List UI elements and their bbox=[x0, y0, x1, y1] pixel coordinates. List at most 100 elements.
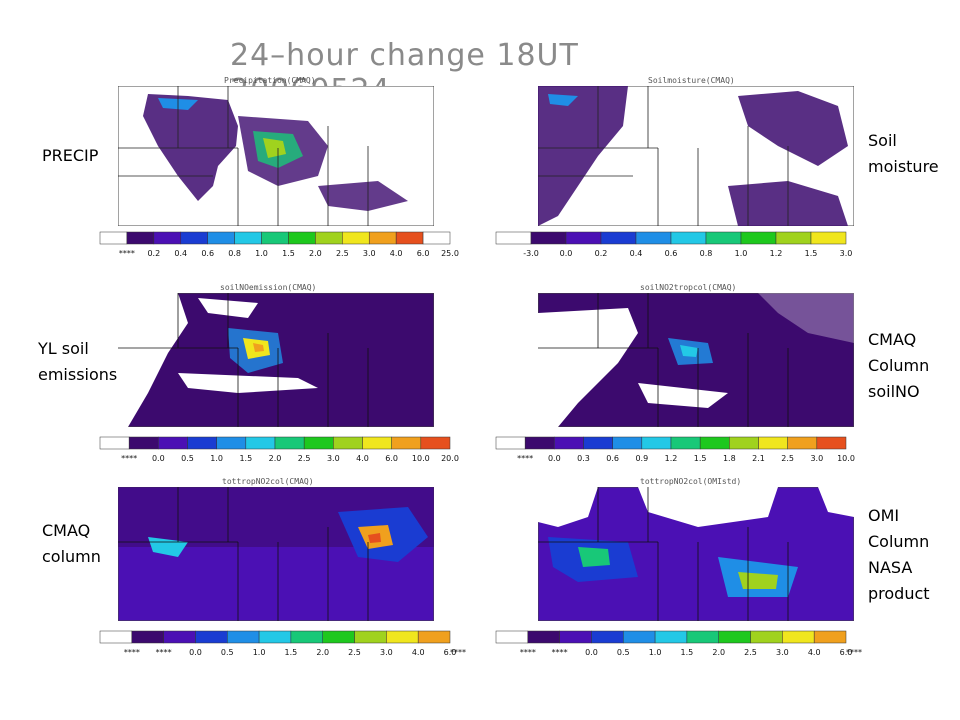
colorbar-segment bbox=[583, 436, 613, 450]
colorbar-tick-label: 4.0 bbox=[412, 648, 425, 657]
colorbar-tick-label: 6.0 bbox=[385, 454, 398, 463]
colorbar-segment bbox=[362, 436, 392, 450]
colorbar-segment bbox=[207, 231, 235, 245]
colorbar-segment bbox=[354, 630, 387, 644]
colorbar-tick-label: 1.5 bbox=[681, 648, 694, 657]
map-soilno-emission bbox=[117, 292, 435, 428]
colorbar-segment bbox=[420, 436, 451, 450]
colorbar-tick-label: 3.0 bbox=[363, 249, 376, 258]
colorbar-segment bbox=[216, 436, 247, 450]
colorbar-tick-label: 1.0 bbox=[253, 648, 266, 657]
colorbar-segment bbox=[641, 436, 672, 450]
colorbar-segment bbox=[686, 630, 719, 644]
colorbar-segment bbox=[495, 630, 529, 644]
colorbar-precip-svg: **** 0.2 0.4 0.6 0.8 1.0 1.5 2.0 2.5 3.0 4.0 6.0 25.… bbox=[99, 231, 459, 258]
colorbar-tick-label: 1.8 bbox=[723, 454, 736, 463]
colorbar-tick-label: 0.8 bbox=[228, 249, 241, 258]
panel-soil-moisture bbox=[537, 85, 855, 230]
colorbar-tick-label: 2.5 bbox=[744, 648, 757, 657]
colorbar-segment bbox=[816, 436, 847, 450]
colorbar-segment bbox=[288, 231, 316, 245]
colorbar-tick-label: 1.2 bbox=[770, 249, 783, 258]
panel-title-soil: Soilmoisture(CMAQ) bbox=[648, 76, 735, 85]
colorbar-tick-label: 2.5 bbox=[298, 454, 311, 463]
colorbar-tick-label: 10.0 bbox=[837, 454, 855, 463]
colorbar-segment bbox=[782, 630, 815, 644]
colorbar-segment bbox=[227, 630, 260, 644]
colorbar-tick-label: 1.5 bbox=[805, 249, 818, 258]
colorbar-tick-label: 20.0 bbox=[441, 454, 459, 463]
colorbar-tick-label: 1.5 bbox=[282, 249, 295, 258]
colorbar-segment bbox=[274, 436, 305, 450]
colorbar-tick-label: 2.5 bbox=[348, 648, 361, 657]
colorbar-tick-label: **** bbox=[846, 648, 862, 657]
label-precip: PRECIP bbox=[42, 146, 99, 165]
colorbar-tick-label: 2.5 bbox=[336, 249, 349, 258]
colorbar-tick-label: 4.0 bbox=[356, 454, 369, 463]
colorbar-segment bbox=[699, 436, 730, 450]
colorbar-tick-label: 2.0 bbox=[712, 648, 725, 657]
colorbar-tick-label: **** bbox=[450, 648, 466, 657]
colorbar-tick-label: 1.2 bbox=[665, 454, 678, 463]
panel-title-soilno: soilNOemission(CMAQ) bbox=[220, 283, 317, 292]
colorbar-segment bbox=[740, 231, 777, 245]
map-precip bbox=[117, 85, 435, 227]
colorbar-tick-label: 3.0 bbox=[810, 454, 823, 463]
label-cmaq-column: CMAQ column bbox=[42, 521, 101, 566]
colorbar-segment bbox=[758, 436, 788, 450]
colorbar-tick-label: -3.0 bbox=[523, 249, 539, 258]
colorbar-segment bbox=[495, 231, 532, 245]
colorbar-tick-label: 1.5 bbox=[694, 454, 707, 463]
colorbar-tick-label: 4.0 bbox=[808, 648, 821, 657]
colorbar-precip: **** 0.2 0.4 0.6 0.8 1.0 1.5 2.0 2.5 3.0 4.0 6.0 25.… bbox=[90, 228, 470, 264]
colorbar-tick-label: **** bbox=[520, 648, 536, 657]
colorbar-tick-label: 10.0 bbox=[412, 454, 430, 463]
colorbar-tick-label: **** bbox=[552, 648, 568, 657]
colorbar-tick-label: **** bbox=[121, 454, 137, 463]
colorbar-tick-label: 0.0 bbox=[152, 454, 165, 463]
colorbar-segment bbox=[559, 630, 592, 644]
panel-omi-column bbox=[537, 486, 855, 625]
colorbar-soilno: **** 0.0 0.5 1.0 1.5 2.0 2.5 3.0 4.0 6.0 10.0 20.0 bbox=[90, 433, 470, 469]
colorbar-tick-label: 6.0 bbox=[840, 648, 853, 657]
colorbar-omi-svg: **** **** 0.0 0.5 1.0 1.5 2.0 2.5 3.0 4.0 6.0**** bbox=[495, 630, 862, 657]
colorbar-segment bbox=[386, 630, 419, 644]
colorbar-tick-label: 1.5 bbox=[239, 454, 252, 463]
colorbar-segment bbox=[813, 630, 847, 644]
colorbar-segment bbox=[153, 231, 182, 245]
colorbar-tick-label: 0.0 bbox=[548, 454, 561, 463]
map-soil-moisture bbox=[537, 85, 855, 227]
map-soilno2-tropcol bbox=[537, 292, 855, 428]
colorbar-segment bbox=[729, 436, 759, 450]
colorbar-segment bbox=[422, 231, 451, 245]
colorbar-segment bbox=[99, 436, 130, 450]
colorbar-tick-label: 1.5 bbox=[285, 648, 298, 657]
colorbar-segment bbox=[495, 436, 526, 450]
colorbar-tick-label: 3.0 bbox=[380, 648, 393, 657]
colorbar-segment bbox=[600, 231, 637, 245]
colorbar-tick-label: 0.8 bbox=[700, 249, 713, 258]
panel-title-soilno2: soilNO2tropcol(CMAQ) bbox=[640, 283, 737, 292]
colorbar-segment bbox=[234, 231, 262, 245]
colorbar-tick-label: 3.0 bbox=[840, 249, 853, 258]
colorbar-segment bbox=[787, 436, 818, 450]
colorbar-segment bbox=[705, 231, 742, 245]
colorbar-tick-label: 0.4 bbox=[630, 249, 643, 258]
colorbar-segment bbox=[527, 630, 560, 644]
colorbar-cmaq-svg: **** **** 0.0 0.5 1.0 1.5 2.0 2.5 3.0 4.0 6.0**** bbox=[99, 630, 466, 657]
colorbar-tick-label: 0.5 bbox=[617, 648, 630, 657]
colorbar-segment bbox=[395, 231, 424, 245]
colorbar-segment bbox=[303, 436, 334, 450]
panel-cmaq-column bbox=[117, 486, 435, 625]
map-cmaq-column bbox=[117, 486, 435, 622]
colorbar-tick-label: 3.0 bbox=[327, 454, 340, 463]
label-yl-soil-emissions: YL soil emissions bbox=[38, 339, 118, 384]
colorbar-tick-label: 2.0 bbox=[309, 249, 322, 258]
panel-title-cmaq: tottropNO2col(CMAQ) bbox=[222, 477, 314, 486]
colorbar-segment bbox=[670, 231, 707, 245]
colorbar-tick-label: 0.3 bbox=[577, 454, 590, 463]
colorbar-segment bbox=[258, 630, 292, 644]
colorbar-segment bbox=[591, 630, 624, 644]
panel-soilno-emission bbox=[117, 292, 435, 431]
colorbar-segment bbox=[322, 630, 355, 644]
